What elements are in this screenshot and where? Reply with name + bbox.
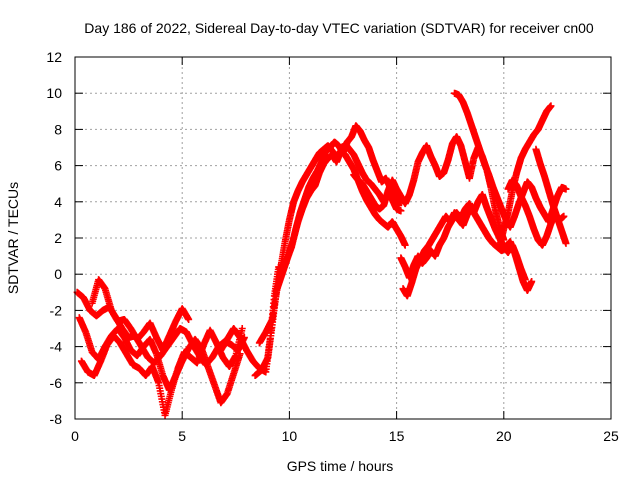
y-axis-title: SDTVAR / TECUs [5, 182, 21, 294]
x-tick-label: 10 [282, 428, 298, 444]
x-tick-label: 20 [496, 428, 512, 444]
y-tick-label: 2 [54, 230, 62, 246]
series-track-7 [255, 142, 409, 347]
x-tick-label: 25 [603, 428, 619, 444]
y-tick-label: 10 [46, 85, 62, 101]
data-points [73, 89, 570, 419]
x-tick-label: 0 [71, 428, 79, 444]
y-tick-label: -8 [50, 411, 63, 427]
y-tick-label: 6 [54, 158, 62, 174]
series-track-10 [399, 205, 536, 300]
y-tick-label: -6 [50, 375, 63, 391]
y-tick-label: -4 [50, 339, 63, 355]
y-tick-label: 8 [54, 121, 62, 137]
data-point [397, 207, 405, 215]
data-point [238, 325, 246, 332]
y-tick-label: -2 [50, 302, 63, 318]
chart-title: Day 186 of 2022, Sidereal Day-to-day VTE… [84, 20, 594, 36]
x-tick-label: 15 [389, 428, 405, 444]
y-tick-label: 0 [54, 266, 62, 282]
series-track-3 [77, 325, 246, 419]
x-axis-title: GPS time / hours [287, 458, 394, 474]
y-tick-label: 12 [46, 49, 62, 65]
data-point [185, 315, 193, 323]
x-tick-label: 5 [178, 428, 186, 444]
series-track-4 [88, 276, 193, 354]
data-point [401, 241, 409, 249]
y-tick-label: 4 [54, 194, 62, 210]
axis-ticks: 0 5 10 15 20 25 -8 -6 -4 -2 0 2 4 6 8 10 12 [46, 49, 619, 444]
